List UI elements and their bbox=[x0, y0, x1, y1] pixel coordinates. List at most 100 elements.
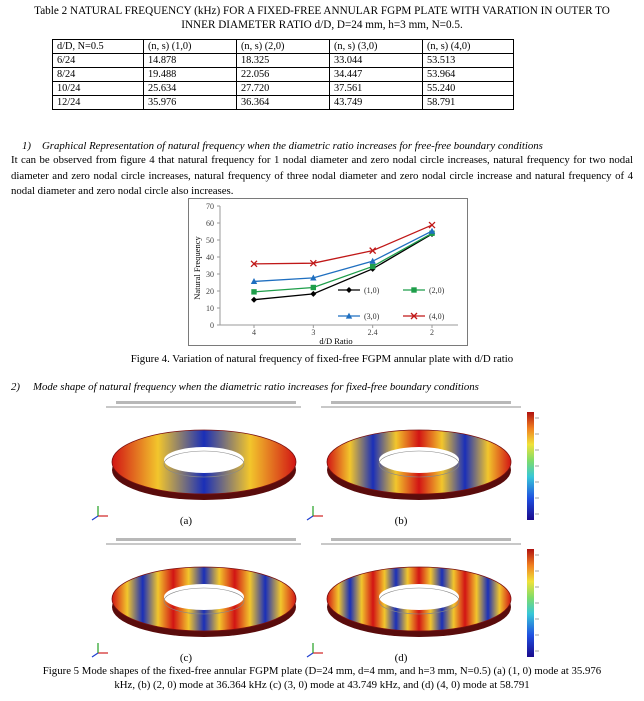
table-cell: 34.447 bbox=[329, 67, 423, 82]
table-cell: 22.056 bbox=[236, 67, 330, 82]
x-tick-labels: 4 3 2.4 2 bbox=[252, 325, 434, 337]
table-header-cell: (n, s) (1,0) bbox=[143, 39, 237, 54]
plot-subheader-bar bbox=[106, 543, 306, 545]
y-tick-label: 50 bbox=[206, 236, 214, 245]
mode-shape-panel-d: (d) bbox=[301, 535, 563, 667]
figure4-chart: 0 10 20 30 40 50 60 70 4 3 2.4 2 Natural Frequency… bbox=[188, 198, 468, 346]
table-cell: 25.634 bbox=[143, 81, 237, 96]
section1-title: Graphical Representation of natural freq… bbox=[42, 140, 543, 152]
table-caption: Table 2 NATURAL FREQUENCY (kHz) FOR A FI… bbox=[0, 4, 644, 32]
table-row: 6/24 14.878 18.325 33.044 53.513 bbox=[52, 53, 514, 68]
axis-triad-icon bbox=[306, 643, 323, 658]
table-cell: 18.325 bbox=[236, 53, 330, 68]
data-point bbox=[310, 274, 317, 281]
x-tick-label: 3 bbox=[311, 328, 315, 337]
legend-label: (3,0) bbox=[364, 312, 380, 321]
chart-legend: (1,0) (2,0) (3,0) (4,0) bbox=[338, 286, 445, 321]
section1-paragraph: It can be observed from figure 4 that na… bbox=[11, 154, 633, 197]
figure5-caption-line2: kHz, (b) (2, 0) mode at 36.364 kHz (c) (… bbox=[114, 679, 530, 691]
mode-shape-panel-b: (b) bbox=[301, 398, 563, 530]
series-line bbox=[253, 230, 433, 283]
x-tick-label: 2 bbox=[430, 328, 434, 337]
table-header-cell: (n, s) (3,0) bbox=[329, 39, 423, 54]
table-cell: 55.240 bbox=[422, 81, 514, 96]
table-cell: 6/24 bbox=[52, 53, 144, 68]
table-cell: 53.964 bbox=[422, 67, 514, 82]
section2-number: 2) bbox=[11, 381, 20, 393]
plate-hole-edge bbox=[378, 587, 460, 615]
legend-swatch-marker bbox=[410, 312, 418, 320]
plot-header-bar bbox=[331, 401, 511, 404]
legend-label: (2,0) bbox=[429, 286, 445, 295]
data-point bbox=[251, 296, 257, 303]
figure5-caption: Figure 5 Mode shapes of the fixed-free a… bbox=[24, 664, 620, 692]
table-row: 8/24 19.488 22.056 34.447 53.964 bbox=[52, 67, 514, 82]
data-point bbox=[310, 290, 317, 297]
table-cell: 53.513 bbox=[422, 53, 514, 68]
plot-subheader-bar bbox=[106, 406, 306, 408]
legend-label: (4,0) bbox=[429, 312, 445, 321]
data-point bbox=[251, 289, 257, 295]
y-axis-label: Natural Frequency bbox=[192, 236, 202, 300]
legend-label: (1,0) bbox=[364, 286, 380, 295]
x-tick-label: 2.4 bbox=[368, 328, 378, 337]
table-cell: 37.561 bbox=[329, 81, 423, 96]
table-cell: 8/24 bbox=[52, 67, 144, 82]
table-cell: 27.720 bbox=[236, 81, 330, 96]
legend-entry: (4,0) bbox=[403, 312, 445, 321]
plate-hole-edge bbox=[163, 587, 245, 615]
y-tick-label: 0 bbox=[210, 321, 214, 330]
section2-title: Mode shape of natural frequency when the… bbox=[33, 381, 479, 393]
plot-subheader-bar bbox=[321, 406, 521, 408]
y-tick-label: 70 bbox=[206, 202, 214, 211]
plate-outline bbox=[111, 429, 297, 495]
y-tick-label: 60 bbox=[206, 219, 214, 228]
figure5-caption-line1: Figure 5 Mode shapes of the fixed-free a… bbox=[42, 665, 602, 677]
color-scale-bar bbox=[527, 549, 534, 657]
legend-entry: (1,0) bbox=[338, 286, 380, 295]
table-header-cell: (n, s) (4,0) bbox=[422, 39, 514, 54]
series-line bbox=[253, 232, 433, 293]
table-caption-line1: Table 2 NATURAL FREQUENCY (kHz) FOR A FI… bbox=[34, 5, 610, 17]
axis-triad-icon bbox=[91, 506, 108, 521]
y-tick-label: 10 bbox=[206, 304, 214, 313]
section1-number: 1) bbox=[22, 140, 31, 152]
y-tick-label: 40 bbox=[206, 253, 214, 262]
panel-label: (c) bbox=[180, 652, 193, 664]
table-cell: 19.488 bbox=[143, 67, 237, 82]
axis-triad-icon bbox=[91, 643, 108, 658]
mode-shape-svg: (b) bbox=[301, 398, 563, 530]
table-cell: 33.044 bbox=[329, 53, 423, 68]
plate-hole-edge bbox=[163, 450, 245, 478]
table-cell: 43.749 bbox=[329, 95, 423, 110]
table-row: 10/24 25.634 27.720 37.561 55.240 bbox=[52, 81, 514, 96]
plate-outline bbox=[326, 566, 512, 632]
plate-outline bbox=[111, 566, 297, 632]
chart-series bbox=[250, 221, 436, 303]
table-header-row: d/D, N=0.5 (n, s) (1,0) (n, s) (2,0) (n,… bbox=[52, 39, 514, 54]
table-row: 12/24 35.976 36.364 43.749 58.791 bbox=[52, 95, 514, 110]
table-cell: 35.976 bbox=[143, 95, 237, 110]
series-line bbox=[253, 224, 433, 265]
section2-heading: 2) Mode shape of natural frequency when t… bbox=[11, 381, 479, 393]
panel-label: (d) bbox=[395, 652, 408, 664]
table-cell: 14.878 bbox=[143, 53, 237, 68]
table-header-cell: (n, s) (2,0) bbox=[236, 39, 330, 54]
data-point bbox=[310, 284, 317, 291]
legend-swatch-marker bbox=[411, 287, 417, 293]
figure4-caption: Figure 4. Variation of natural frequency… bbox=[130, 353, 514, 365]
series-line bbox=[253, 233, 433, 301]
table-cell: 12/24 bbox=[52, 95, 144, 110]
plate-hole-edge bbox=[378, 450, 460, 478]
plate-outline bbox=[326, 429, 512, 495]
legend-entry: (3,0) bbox=[338, 312, 380, 321]
x-axis-label: d/D Ratio bbox=[319, 336, 352, 346]
y-tick-labels: 0 10 20 30 40 50 60 70 bbox=[206, 202, 220, 330]
table-caption-line2: INNER DIAMETER RATIO d/D, D=24 mm, h=3 m… bbox=[181, 19, 463, 31]
legend-swatch-marker bbox=[345, 312, 353, 319]
data-point bbox=[428, 221, 436, 229]
plate-inner-hole bbox=[379, 447, 459, 473]
table-cell: 36.364 bbox=[236, 95, 330, 110]
plate-inner-hole bbox=[164, 447, 244, 473]
